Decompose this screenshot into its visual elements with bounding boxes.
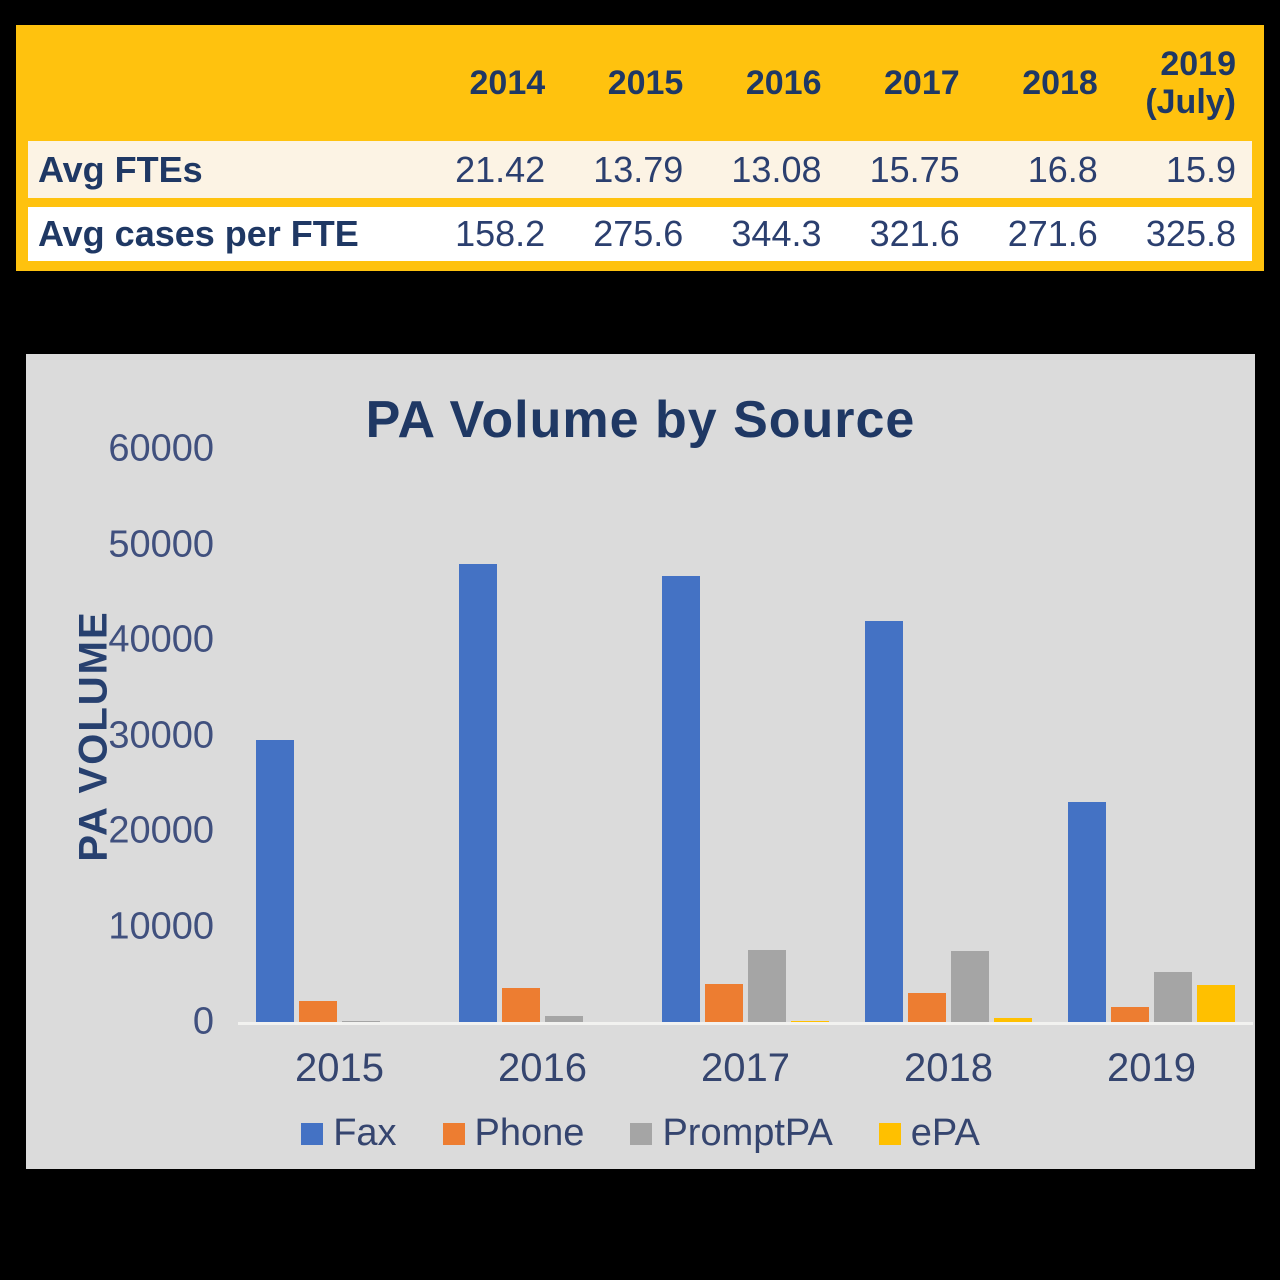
bar-group-2016 <box>441 449 644 1022</box>
bar-phone-2019 <box>1111 1007 1149 1022</box>
bar-promptpa-2019 <box>1154 972 1192 1022</box>
year-header-cell: 2016 <box>745 63 822 102</box>
bar-promptpa-2018 <box>951 951 989 1022</box>
y-tick-label: 40000 <box>108 618 214 661</box>
fte-table-header-row: 2014 2015 2016 2017 2018 2019 (July) <box>28 25 1252 141</box>
fte-table: 2014 2015 2016 2017 2018 2019 (July) Avg FTEs… <box>16 25 1264 271</box>
table-value-cell: 271.6 <box>1007 213 1098 254</box>
table-value-cell: 321.6 <box>869 213 960 254</box>
bar-fax-2016 <box>459 564 497 1022</box>
table-value-cell: 15.75 <box>869 148 960 190</box>
bar-phone-2018 <box>908 993 946 1022</box>
bar-phone-2016 <box>502 988 540 1022</box>
legend-item-promptpa: PromptPA <box>630 1112 833 1155</box>
bar-epa-2019 <box>1197 985 1235 1022</box>
y-tick-label: 60000 <box>108 427 214 470</box>
y-tick-label: 30000 <box>108 714 214 756</box>
bar-group-2019 <box>1050 449 1253 1022</box>
chart-legend: Fax Phone PromptPA ePA <box>26 1112 1255 1155</box>
legend-label: ePA <box>910 1112 980 1154</box>
legend-label: Phone <box>474 1112 585 1154</box>
legend-swatch-icon <box>442 1122 465 1145</box>
bar-fax-2019 <box>1068 802 1106 1022</box>
legend-label: Fax <box>333 1112 397 1154</box>
x-axis-labels: 2015 2016 2017 2018 2019 <box>238 1046 1253 1091</box>
bar-promptpa-2016 <box>545 1016 583 1022</box>
x-axis-label-2017: 2017 <box>701 1046 790 1090</box>
table-value-cell: 344.3 <box>731 213 822 254</box>
legend-item-phone: Phone <box>442 1112 585 1155</box>
table-value-cell: 16.8 <box>1027 148 1098 190</box>
bar-phone-2015 <box>299 1001 337 1022</box>
bar-group-2017 <box>644 449 847 1022</box>
year-header-cell: 2019 (July) <box>1145 44 1236 121</box>
bar-fax-2017 <box>662 576 700 1022</box>
legend-item-fax: Fax <box>301 1112 397 1155</box>
table-row: Avg FTEs 21.42 13.79 13.08 15.75 16.8 15.9 <box>28 141 1252 198</box>
legend-item-epa: ePA <box>878 1112 980 1155</box>
table-value-cell: 158.2 <box>455 213 546 254</box>
year-header-cell: 2018 <box>1022 63 1098 102</box>
table-value-cell: 13.79 <box>593 148 684 190</box>
bar-phone-2017 <box>705 984 743 1022</box>
y-tick-label: 0 <box>192 1000 214 1043</box>
plot-area <box>238 449 1253 1025</box>
legend-swatch-icon <box>878 1122 901 1145</box>
y-tick-label: 20000 <box>108 809 214 852</box>
y-tick-label: 50000 <box>108 523 214 565</box>
chart-title: PA Volume by Source <box>365 391 916 449</box>
table-value-cell: 15.9 <box>1165 148 1236 190</box>
pa-volume-chart: PA Volume by Source PA VOLUME 0 10000 2000… <box>26 354 1255 1169</box>
legend-swatch-icon <box>630 1122 653 1145</box>
x-axis-label-2015: 2015 <box>295 1046 384 1090</box>
bar-group-2018 <box>847 449 1050 1022</box>
year-header-cell: 2017 <box>884 63 960 102</box>
bar-epa-2017 <box>791 1021 829 1022</box>
year-header-cell: 2014 <box>469 63 546 102</box>
bar-promptpa-2017 <box>748 950 786 1022</box>
y-tick-label: 10000 <box>108 905 214 947</box>
year-header-cell: 2015 <box>607 63 684 102</box>
table-value-cell: 21.42 <box>455 148 546 190</box>
row-label: Avg FTEs <box>38 148 203 190</box>
x-axis-label-2016: 2016 <box>498 1046 587 1090</box>
bar-group-2015 <box>238 449 441 1022</box>
legend-swatch-icon <box>301 1122 324 1145</box>
bar-promptpa-2015 <box>342 1021 380 1022</box>
table-row: Avg cases per FTE 158.2 275.6 344.3 321.6 271… <box>28 207 1252 261</box>
table-value-cell: 275.6 <box>593 213 684 254</box>
bar-fax-2015 <box>256 740 294 1022</box>
table-value-cell: 13.08 <box>731 148 822 190</box>
table-value-cell: 325.8 <box>1145 213 1236 254</box>
bar-fax-2018 <box>865 621 903 1022</box>
y-axis-ticks: 0 10000 20000 30000 40000 50000 60000 <box>26 428 238 1043</box>
x-axis-label-2018: 2018 <box>904 1046 993 1090</box>
bar-epa-2018 <box>994 1018 1032 1022</box>
row-label: Avg cases per FTE <box>38 213 359 254</box>
x-axis-label-2019: 2019 <box>1107 1046 1196 1090</box>
legend-label: PromptPA <box>662 1112 833 1154</box>
